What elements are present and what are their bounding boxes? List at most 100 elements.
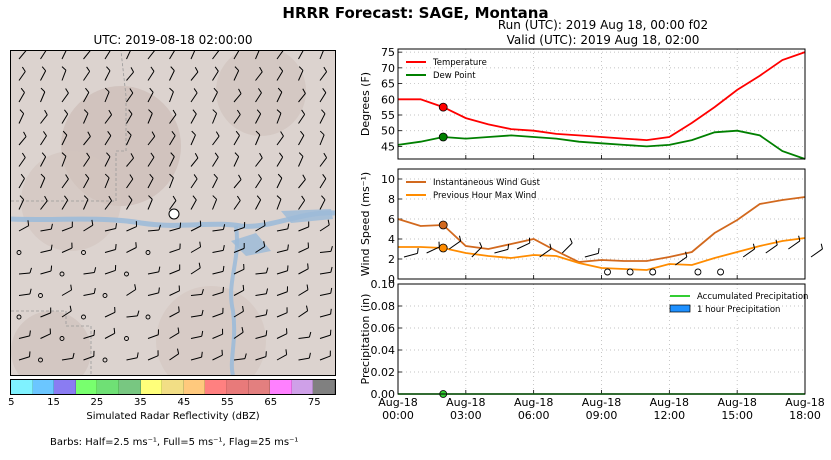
wind-barb — [212, 152, 219, 167]
y-tick-label: 50 — [381, 125, 395, 138]
plot-frame — [397, 48, 806, 160]
wind-barb — [61, 352, 75, 361]
wind-barb — [18, 195, 25, 210]
colorbar-segment — [140, 380, 163, 394]
wind-barb — [18, 152, 26, 167]
wind-barb — [255, 174, 262, 189]
wind-barb — [298, 331, 312, 339]
wind-barb — [298, 284, 309, 296]
wind-barb — [276, 307, 288, 318]
wind-barb — [298, 66, 304, 81]
wind-barb — [212, 307, 224, 318]
y-tick-label: 0.10 — [371, 278, 396, 291]
wind-barb — [190, 220, 202, 232]
wind-barb — [471, 241, 483, 258]
wind-barb — [169, 51, 176, 60]
state-border — [11, 51, 127, 202]
wind-barb — [147, 51, 156, 60]
wind-barb — [61, 284, 73, 296]
wind-barb — [147, 329, 160, 339]
wind-barb — [233, 88, 242, 103]
wind-barb — [126, 109, 133, 124]
y-tick-label: 0.04 — [371, 344, 396, 357]
wind-barb — [276, 66, 284, 81]
wind-barb — [233, 152, 240, 167]
wind-barb — [126, 174, 134, 189]
terrain-layer — [11, 51, 306, 375]
y-tick-label: 0.00 — [371, 388, 396, 401]
wind-barb — [190, 351, 203, 361]
wind-barb — [233, 195, 241, 210]
wind-barb — [40, 152, 47, 167]
x-tick-label: 00:00 — [382, 409, 414, 422]
colorbar-tick-label: 45 — [177, 397, 191, 408]
station-marker — [168, 208, 180, 220]
calm-circle — [16, 250, 22, 255]
wind-barb — [126, 352, 139, 361]
wind-barb — [190, 309, 204, 318]
wind-barb — [126, 51, 132, 60]
wind-barb — [61, 305, 72, 318]
colorbar-tick-label: 55 — [220, 397, 234, 408]
wind-barb — [40, 328, 51, 339]
wind-barb — [147, 195, 153, 210]
wind-barb — [255, 66, 263, 81]
wind-barb — [190, 262, 201, 275]
y-tick-label: 4 — [388, 233, 395, 246]
legend-label: Previous Hour Max Wind — [433, 191, 536, 201]
wind-barb — [448, 235, 462, 250]
wind-barb — [319, 329, 332, 339]
x-tick-label: 12:00 — [653, 409, 685, 422]
calm-circle — [59, 271, 65, 277]
y-tick-label: 6 — [388, 213, 395, 226]
wind-barb — [83, 131, 91, 146]
y-tick-label: 10 — [381, 173, 395, 186]
colorbar-segment — [75, 380, 98, 394]
wind-barb — [190, 130, 196, 146]
wind-barb — [319, 66, 328, 81]
wind-barb — [147, 87, 154, 103]
wind-barb — [61, 130, 68, 146]
wind-barb — [516, 237, 531, 250]
wind-barb — [169, 327, 180, 339]
wind-barb — [83, 219, 94, 232]
wind-barb — [169, 87, 174, 103]
wind-barb — [104, 87, 110, 103]
wind-barb — [190, 195, 197, 210]
wind-barb — [104, 306, 116, 318]
wind-barb — [18, 87, 25, 103]
colorbar-segment — [248, 380, 271, 394]
calm-circle — [145, 314, 151, 320]
radar-map[interactable] — [10, 50, 336, 376]
wind-barb — [147, 350, 159, 361]
wind-barb — [255, 309, 268, 318]
wind-barb — [233, 130, 240, 146]
wind-barb — [212, 349, 223, 361]
wind-barb — [61, 195, 69, 210]
y-tick-label: 8 — [388, 193, 395, 206]
wind-barb — [18, 173, 25, 189]
wind-barb — [212, 195, 218, 210]
chart-panel-1: 45 50 55 60 65 70 75 Degrees (F) Temperature Dew … — [359, 46, 806, 160]
wind-barb — [212, 109, 218, 124]
wind-barb — [319, 287, 333, 296]
x-tick-label: Aug-18 — [378, 396, 417, 409]
wind-barb — [276, 223, 290, 232]
wind-barb — [190, 109, 197, 124]
wind-barb — [147, 109, 153, 124]
wind-barb — [169, 348, 180, 361]
legend-swatch — [669, 304, 691, 313]
y-tick-label: 65 — [381, 78, 395, 91]
wind-barbs — [16, 51, 333, 363]
calm-circle — [717, 268, 725, 276]
wind-barb — [298, 130, 305, 146]
figure-title: HRRR Forecast: SAGE, Montana — [282, 4, 549, 22]
colorbar-segment — [183, 380, 206, 394]
wind-barb — [147, 66, 155, 81]
calm-circle — [102, 293, 108, 298]
wind-barb — [147, 152, 155, 167]
wind-barb — [319, 130, 325, 146]
colorbar — [10, 379, 336, 395]
wind-barb — [18, 267, 32, 275]
colorbar-segment — [313, 380, 335, 394]
